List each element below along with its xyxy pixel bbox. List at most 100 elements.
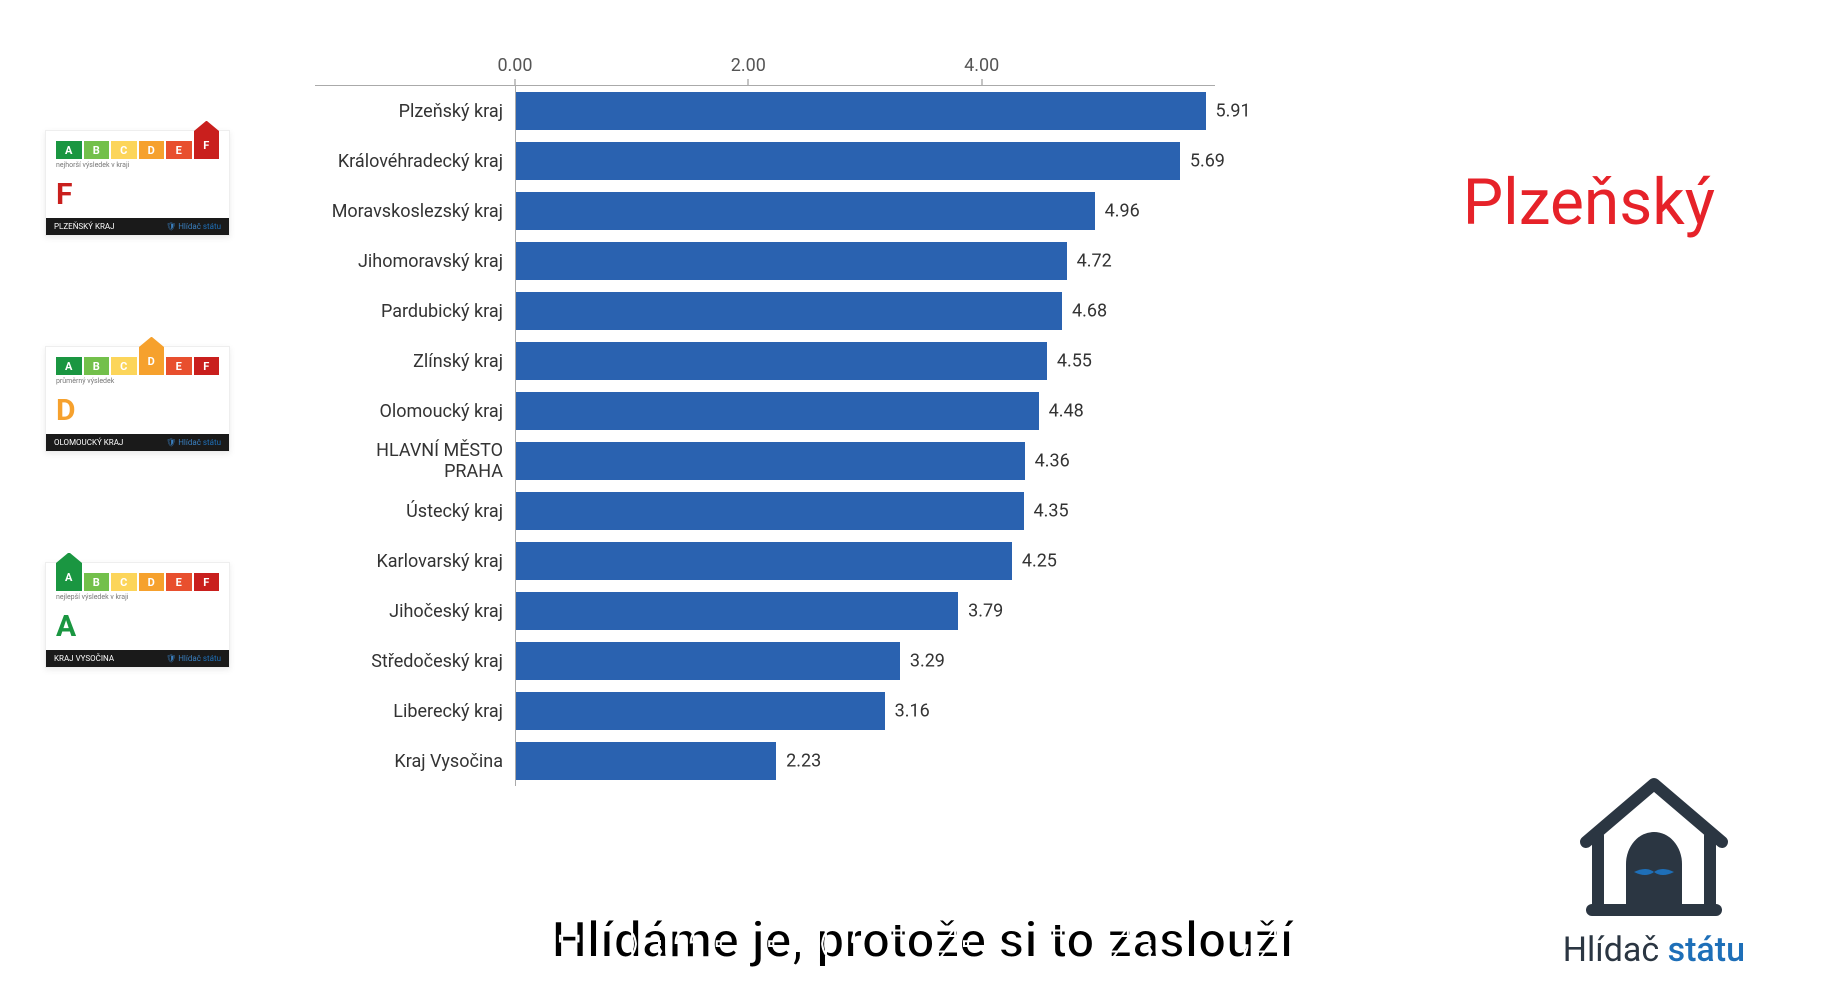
chart-bar: 2.23	[516, 742, 776, 780]
rating-bars: A B C D E F	[56, 573, 219, 591]
chart-row: Plzeňský kraj5.91	[315, 86, 1215, 136]
rating-segment-label: D	[148, 576, 155, 589]
chart-bar-track: 2.23	[515, 736, 1215, 786]
rating-footer-left: KRAJ VYSOČINA	[54, 654, 114, 663]
chart-row-label: Moravskoslezský kraj	[315, 201, 515, 222]
chart-row: Středočeský kraj3.29	[315, 636, 1215, 686]
chart-bar: 5.69	[516, 142, 1180, 180]
rating-segment-label: F	[203, 576, 209, 589]
chart-tick-label: 4.00	[964, 55, 999, 76]
bar-chart: 0.002.004.00 Plzeňský kraj5.91Královéhra…	[315, 55, 1215, 855]
rating-segment: F	[194, 131, 220, 159]
chart-row-label: Kraj Vysočina	[315, 751, 515, 772]
chart-bar-track: 4.35	[515, 486, 1215, 536]
chart-row: Moravskoslezský kraj 4.96	[315, 186, 1215, 236]
logo-block: Hlídač státu	[1563, 772, 1745, 970]
chart-bar-value: 2.23	[786, 751, 821, 772]
rating-segment: D	[139, 573, 165, 591]
rating-card-body: A B C D E Fnejlepší výsledek v kraji	[46, 563, 229, 605]
chart-bar: 4.35	[516, 492, 1024, 530]
chart-bar: 4.48	[516, 392, 1039, 430]
chart-bar-value: 4.55	[1057, 351, 1092, 372]
rating-segment-label: A	[65, 360, 72, 373]
rating-segment: D	[139, 347, 165, 375]
rating-bars: AB C D E F	[56, 141, 219, 159]
chart-bar: 4.25	[516, 542, 1012, 580]
bottom-caption: Hlídáme je, protože si to zaslouží	[552, 912, 1294, 970]
rating-segment-label: B	[93, 360, 100, 373]
rating-segment: C	[111, 357, 137, 375]
chart-bar: 4.36	[516, 442, 1025, 480]
chart-bar: 3.79	[516, 592, 958, 630]
rating-segment: F	[194, 573, 220, 591]
chart-bar-track: 4.68	[515, 286, 1215, 336]
chart-row: Ústecký kraj4.35	[315, 486, 1215, 536]
rating-segment-label: F	[203, 360, 209, 373]
chart-bar-track: 5.91	[515, 86, 1215, 136]
rating-footer: KRAJ VYSOČINA🛡 Hlídač státu	[46, 650, 229, 667]
chart-bar-track: 3.79	[515, 586, 1215, 636]
rating-segment-label: C	[120, 144, 127, 157]
chart-row: HLAVNÍ MĚSTO PRAHA4.36	[315, 436, 1215, 486]
chart-bar-value: 3.79	[968, 601, 1003, 622]
rating-segment: B	[84, 573, 110, 591]
rating-segment-label: D	[148, 144, 155, 157]
rating-segment-label: A	[65, 571, 72, 584]
rating-grade: D	[46, 389, 229, 434]
rating-subtitle: nejlepší výsledek v kraji	[56, 593, 219, 601]
chart-row-label: Pardubický kraj	[315, 301, 515, 322]
chart-bar-value: 4.35	[1034, 501, 1069, 522]
rating-card: ABCDEFprůměrný výsledekDOLOMOUCKÝ KRAJ🛡 …	[45, 346, 230, 452]
chart-bar-value: 5.91	[1216, 101, 1251, 122]
rating-segment: E	[166, 141, 192, 159]
rating-segment: F	[194, 357, 220, 375]
rating-segment-label: E	[176, 144, 182, 157]
chart-bar: 5.91	[516, 92, 1206, 130]
rating-segment-label: E	[176, 576, 182, 589]
chart-rows: Plzeňský kraj5.91Královéhradecký kraj5.6…	[315, 85, 1215, 786]
rating-footer: PLZEŇSKÝ KRAJ🛡 Hlídač státu	[46, 218, 229, 235]
chart-row: Olomoucký kraj4.48	[315, 386, 1215, 436]
chart-row-label: Olomoucký kraj	[315, 401, 515, 422]
chart-bar: 4.72	[516, 242, 1067, 280]
rating-segment-label: B	[93, 144, 100, 157]
rating-footer: OLOMOUCKÝ KRAJ🛡 Hlídač státu	[46, 434, 229, 451]
chart-bar-track: 4.72	[515, 236, 1215, 286]
chart-bar-value: 4.96	[1105, 201, 1140, 222]
rating-segment-label: B	[93, 576, 100, 589]
chart-bar-track: 4.48	[515, 386, 1215, 436]
chart-x-axis: 0.002.004.00	[515, 55, 1215, 85]
chart-row: Karlovarský kraj4.25	[315, 536, 1215, 586]
chart-row: Jihomoravský kraj4.72	[315, 236, 1215, 286]
rating-card-body: A B C D E Fprůměrný výsledek	[46, 347, 229, 389]
rating-subtitle: průměrný výsledek	[56, 377, 219, 385]
rating-segment: A	[56, 141, 82, 159]
logo-text: Hlídač státu	[1563, 930, 1745, 970]
chart-bar: 4.55	[516, 342, 1047, 380]
chart-row-label: HLAVNÍ MĚSTO PRAHA	[315, 440, 515, 482]
rating-card: ABCDEFnejhorší výsledek v krajiFPLZEŇSKÝ…	[45, 130, 230, 236]
rating-segment-label: E	[176, 360, 182, 373]
rating-segment-label: C	[120, 360, 127, 373]
rating-segment: A	[56, 357, 82, 375]
chart-bar-value: 4.36	[1035, 451, 1070, 472]
chart-row-label: Jihočeský kraj	[315, 601, 515, 622]
chart-bar-track: 5.69	[515, 136, 1215, 186]
rating-card-body: ABCDEFnejhorší výsledek v kraji	[46, 131, 229, 173]
chart-row-label: Středočeský kraj	[315, 651, 515, 672]
rating-segment-label: C	[120, 576, 127, 589]
rating-footer-left: OLOMOUCKÝ KRAJ	[54, 438, 123, 447]
chart-row: Liberecký kraj3.16	[315, 686, 1215, 736]
chart-bar-value: 5.69	[1190, 151, 1225, 172]
chart-row-label: Karlovarský kraj	[315, 551, 515, 572]
rating-grade: F	[46, 173, 229, 218]
chart-bar: 3.29	[516, 642, 900, 680]
headline-text: Plzeňský	[1463, 165, 1715, 240]
rating-segment-label: D	[148, 355, 155, 368]
chart-row-label: Jihomoravský kraj	[315, 251, 515, 272]
rating-segment: C	[111, 573, 137, 591]
rating-footer-right: 🛡 Hlídač státu	[166, 222, 221, 231]
chart-bar-value: 3.16	[895, 701, 930, 722]
rating-segment: E	[166, 573, 192, 591]
rating-segment-label: F	[203, 139, 209, 152]
